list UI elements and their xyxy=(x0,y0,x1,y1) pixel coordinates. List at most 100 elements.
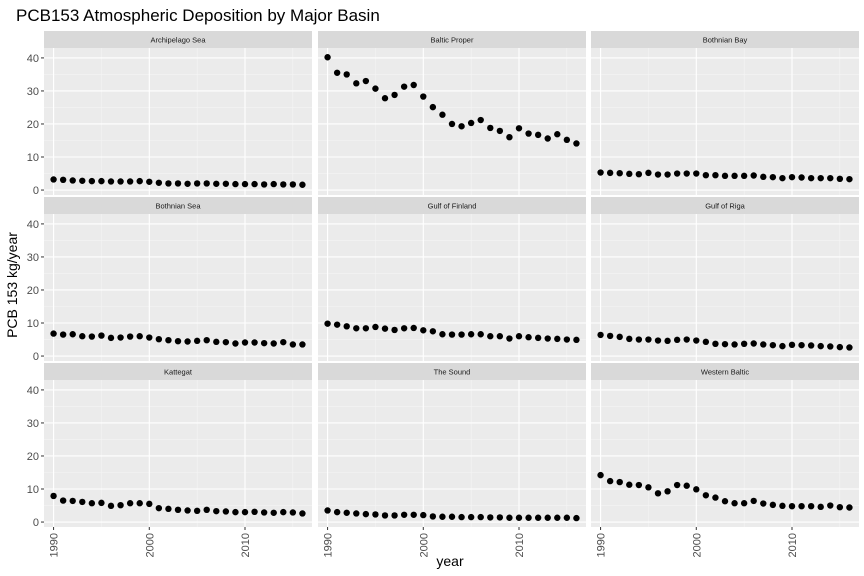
data-point xyxy=(712,171,719,179)
data-point xyxy=(693,337,700,344)
data-point xyxy=(534,514,542,521)
data-point xyxy=(391,512,398,519)
data-point xyxy=(184,507,191,514)
data-point xyxy=(136,333,143,340)
data-point xyxy=(333,508,341,516)
x-tick-label: 2010 xyxy=(514,533,526,557)
data-point xyxy=(702,171,710,179)
data-point xyxy=(299,510,306,517)
data-point xyxy=(222,180,230,187)
data-point xyxy=(251,180,258,188)
data-point xyxy=(251,508,258,516)
data-point xyxy=(750,172,757,179)
data-point xyxy=(496,514,504,521)
data-point xyxy=(155,179,163,186)
data-point xyxy=(654,171,662,178)
data-point xyxy=(740,172,748,180)
x-tick-label: 2010 xyxy=(240,533,252,557)
data-point xyxy=(184,338,191,345)
data-point xyxy=(721,340,729,348)
data-point xyxy=(299,181,306,188)
data-point xyxy=(107,178,115,185)
facet-label: Baltic Proper xyxy=(431,36,474,45)
facet-label: Western Baltic xyxy=(701,368,749,377)
y-tick-label: 30 xyxy=(27,418,39,430)
data-point xyxy=(693,170,700,177)
data-point xyxy=(165,505,172,513)
data-point xyxy=(654,337,662,344)
data-point xyxy=(544,514,551,521)
data-point xyxy=(289,509,297,516)
data-point xyxy=(721,498,729,505)
y-tick-label: 30 xyxy=(27,86,39,98)
panel-background xyxy=(591,214,859,361)
data-point xyxy=(165,180,172,187)
data-point xyxy=(50,492,57,500)
data-point xyxy=(270,340,277,347)
data-point xyxy=(467,513,475,521)
data-point xyxy=(362,77,370,85)
facet-strip xyxy=(44,31,312,48)
data-point xyxy=(117,501,124,509)
data-point xyxy=(50,330,57,337)
y-tick-label: 40 xyxy=(27,219,39,231)
data-point xyxy=(343,71,350,78)
data-point xyxy=(664,171,671,178)
data-point xyxy=(606,169,614,177)
data-point xyxy=(88,500,96,507)
data-point xyxy=(260,509,268,516)
data-point xyxy=(534,131,542,139)
facet-label: Archipelago Sea xyxy=(150,36,206,45)
data-point xyxy=(515,125,523,132)
data-point xyxy=(232,340,239,347)
data-point xyxy=(597,331,604,339)
data-point xyxy=(769,173,777,181)
data-point xyxy=(448,513,456,520)
data-point xyxy=(193,507,201,515)
data-point xyxy=(213,507,220,515)
data-point xyxy=(807,502,815,510)
x-tick-label: 2000 xyxy=(691,533,703,557)
data-point xyxy=(98,332,105,339)
y-tick-label: 20 xyxy=(27,119,39,131)
data-point xyxy=(146,178,153,185)
facet-label: The Sound xyxy=(434,368,471,377)
data-point xyxy=(420,327,427,334)
data-point xyxy=(299,341,306,348)
facet-panel: Western Baltic 1990 2000 2010 xyxy=(591,363,859,557)
data-point xyxy=(597,471,604,479)
data-point xyxy=(721,172,729,180)
data-point xyxy=(760,173,767,181)
data-point xyxy=(683,170,690,177)
data-point xyxy=(372,511,379,518)
facet-label: Gulf of Finland xyxy=(428,202,477,211)
data-point xyxy=(654,490,662,497)
data-point xyxy=(260,181,268,188)
y-tick-label: 10 xyxy=(27,484,39,496)
data-point xyxy=(324,54,331,61)
data-point xyxy=(846,175,853,183)
x-tick-label: 1990 xyxy=(49,533,61,557)
data-point xyxy=(353,325,360,332)
data-point xyxy=(626,481,633,488)
data-point xyxy=(496,127,504,135)
panel-background xyxy=(44,48,312,195)
data-point xyxy=(750,340,757,347)
data-point xyxy=(673,336,681,344)
facet-label: Bothnian Bay xyxy=(703,36,748,45)
data-point xyxy=(788,341,796,349)
data-point xyxy=(69,331,76,338)
data-point xyxy=(126,178,134,185)
y-tick-label: 0 xyxy=(33,351,39,363)
facet-label: Kattegat xyxy=(164,368,193,377)
data-point xyxy=(324,507,331,514)
data-point xyxy=(343,323,350,330)
data-point xyxy=(606,477,614,485)
facet-panel: The Sound 1990 2000 2010 xyxy=(318,363,586,557)
data-point xyxy=(626,335,633,343)
data-point xyxy=(673,481,681,489)
data-point xyxy=(769,341,777,349)
data-point xyxy=(324,320,331,327)
data-point xyxy=(788,173,796,181)
data-point xyxy=(79,177,86,184)
